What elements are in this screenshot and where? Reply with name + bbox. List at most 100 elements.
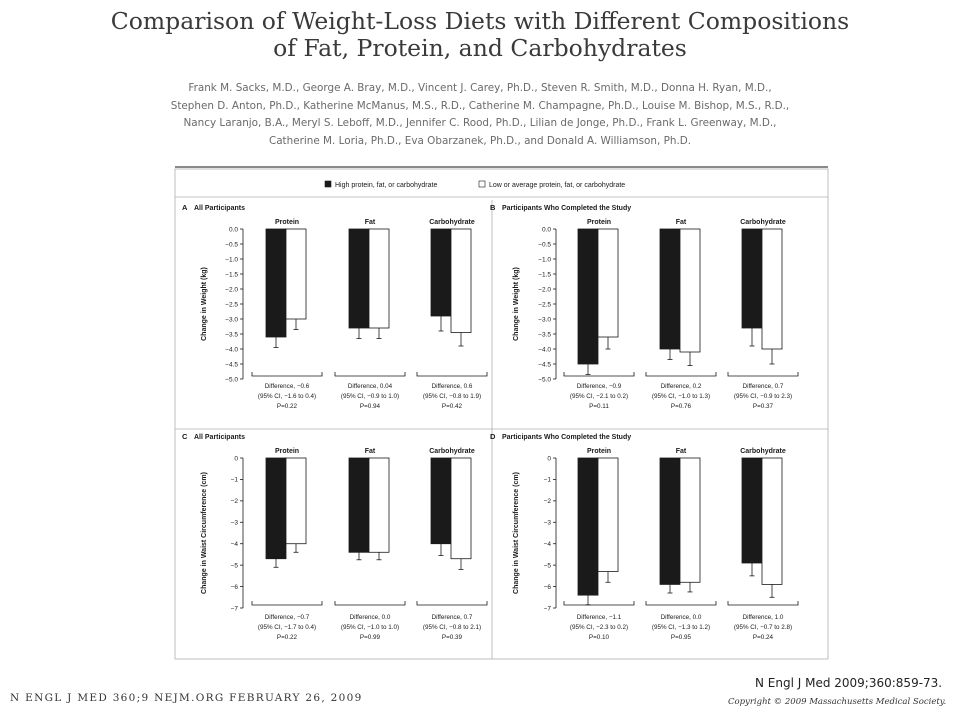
comparison-bracket	[727, 372, 799, 377]
bar-low	[679, 457, 701, 583]
y-tick-label: −5	[231, 562, 239, 569]
bar-low	[285, 228, 307, 320]
bar-high	[577, 228, 599, 365]
difference-annotation: Difference, 0.2	[661, 383, 702, 390]
difference-annotation: (95% CI, −2.3 to 0.2)	[570, 624, 628, 631]
difference-annotation: P=0.95	[671, 634, 692, 641]
panel-letter: A	[182, 203, 188, 212]
author-line: Nancy Laranjo, B.A., Meryl S. Leboff, M.…	[183, 117, 777, 130]
author-line: Stephen D. Anton, Ph.D., Katherine McMan…	[170, 99, 790, 112]
y-tick-label: −2	[544, 498, 552, 505]
category-label: Fat	[676, 219, 687, 226]
comparison-bracket	[563, 372, 635, 377]
panel-c: C All Participants 0 −1 −2 −3 −4 −5 −6 −7 Change i…	[182, 432, 488, 641]
citation: N Engl J Med 2009;360:859-73.	[755, 676, 943, 690]
difference-annotation: P=0.42	[442, 403, 463, 410]
y-tick-label: 0	[547, 455, 551, 462]
difference-annotation: Difference, 0.7	[743, 383, 784, 390]
author-line: Catherine M. Loria, Ph.D., Eva Obarzanek…	[268, 134, 692, 147]
difference-annotation: (95% CI, −1.6 to 0.4)	[258, 393, 316, 400]
y-tick-label: −3.0	[538, 316, 551, 323]
difference-annotation: P=0.22	[277, 634, 298, 641]
category-label: Carbohydrate	[429, 448, 475, 455]
comparison-bracket	[727, 601, 799, 606]
panel-title: All Participants	[194, 434, 245, 441]
bar-high	[430, 457, 452, 545]
difference-annotation: Difference, 0.6	[432, 383, 473, 390]
difference-annotation: (95% CI, −1.0 to 1.0)	[341, 624, 399, 631]
y-tick-label: −1.0	[225, 256, 238, 263]
y-tick-label: −2.5	[225, 301, 238, 308]
bar-high	[659, 457, 681, 585]
comparison-bracket	[645, 601, 717, 606]
y-tick-label: −6	[231, 584, 239, 591]
copyright-notice: Copyright © 2009 Massachusetts Medical S…	[728, 697, 947, 707]
y-axis-label: Change in Weight (kg)	[201, 267, 208, 341]
difference-annotation: (95% CI, −0.8 to 2.1)	[423, 624, 481, 631]
bar-low	[285, 457, 307, 545]
y-tick-label: −1.0	[538, 256, 551, 263]
difference-annotation: Difference, −1.1	[577, 614, 622, 621]
difference-annotation: (95% CI, −0.8 to 1.9)	[423, 393, 481, 400]
difference-annotation: Difference, −0.9	[577, 383, 622, 390]
bar-high	[348, 457, 370, 553]
category-label: Protein	[587, 219, 611, 226]
difference-annotation: (95% CI, −1.0 to 1.3)	[652, 393, 710, 400]
y-tick-label: −1	[544, 477, 552, 484]
difference-annotation: (95% CI, −0.7 to 2.8)	[734, 624, 792, 631]
y-tick-label: 0	[234, 455, 238, 462]
legend-label-low: Low or average protein, fat, or carbohyd…	[489, 182, 625, 189]
bar-high	[265, 228, 287, 338]
bar-high	[348, 228, 370, 329]
difference-annotation: (95% CI, −0.9 to 1.0)	[341, 393, 399, 400]
y-tick-label: −5.0	[538, 376, 551, 383]
y-tick-label: −4.5	[225, 361, 238, 368]
y-tick-label: −2.5	[538, 301, 551, 308]
bar-low	[368, 457, 390, 553]
comparison-bracket	[416, 601, 488, 606]
y-axis-label: Change in Weight (kg)	[513, 267, 520, 341]
bar-low	[761, 457, 783, 585]
y-axis-label: Change in Waist Circumference (cm)	[201, 472, 208, 594]
bar-low	[450, 228, 472, 333]
category-label: Protein	[587, 448, 611, 455]
article-title: Comparison of Weight-Loss Diets with Dif…	[0, 8, 960, 62]
comparison-bracket	[251, 372, 323, 377]
difference-annotation: P=0.22	[277, 403, 298, 410]
title-line-2: of Fat, Protein, and Carbohydrates	[273, 34, 687, 62]
y-tick-label: −4	[544, 541, 552, 548]
y-tick-label: −3.0	[225, 316, 238, 323]
y-tick-label: −0.5	[225, 241, 238, 248]
category-label: Carbohydrate	[740, 448, 786, 455]
comparison-bracket	[334, 601, 406, 606]
panel-title: Participants Who Completed the Study	[502, 434, 631, 441]
comparison-bracket	[416, 372, 488, 377]
y-tick-label: −1	[231, 477, 239, 484]
y-tick-label: −3	[231, 520, 239, 527]
y-tick-label: −3	[544, 520, 552, 527]
y-tick-label: −7	[231, 605, 239, 612]
difference-annotation: Difference, −0.7	[265, 614, 310, 621]
y-axis-label: Change in Waist Circumference (cm)	[513, 472, 520, 594]
panel-d: D Participants Who Completed the Study 0 −1…	[490, 432, 799, 641]
y-tick-label: 0.0	[229, 226, 238, 233]
comparison-bracket	[645, 372, 717, 377]
difference-annotation: P=0.39	[442, 634, 463, 641]
bar-high	[741, 457, 763, 564]
bar-low	[761, 228, 783, 350]
legend-swatch-high	[324, 180, 332, 188]
category-label: Fat	[365, 448, 376, 455]
y-tick-label: −4	[231, 541, 239, 548]
difference-annotation: Difference, −0.6	[265, 383, 310, 390]
comparison-bracket	[334, 372, 406, 377]
y-tick-label: −3.5	[538, 331, 551, 338]
y-tick-label: −2.0	[538, 286, 551, 293]
journal-footer: N ENGL J MED 360;9 NEJM.ORG FEBRUARY 26,…	[10, 692, 363, 704]
category-label: Protein	[275, 448, 299, 455]
panel-b: B Participants Who Completed the Study 0.0…	[490, 203, 799, 410]
y-tick-label: −2	[231, 498, 239, 505]
y-tick-label: −5.0	[225, 376, 238, 383]
bar-high	[741, 228, 763, 329]
category-label: Fat	[365, 219, 376, 226]
